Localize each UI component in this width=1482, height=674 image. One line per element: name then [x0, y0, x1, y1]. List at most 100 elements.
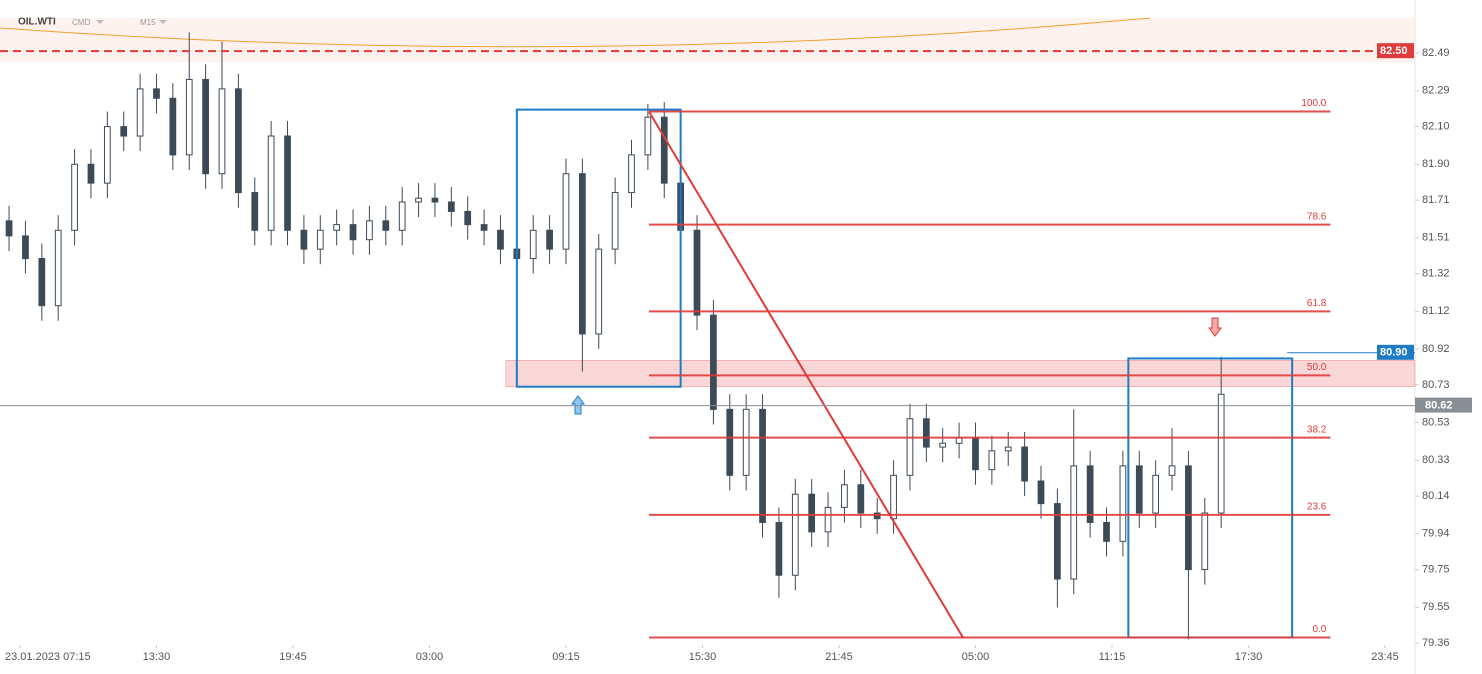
candle-body: [1021, 446, 1028, 482]
candle-body: [185, 78, 193, 156]
ma-arc: [0, 17, 1151, 48]
candle-body: [1217, 393, 1225, 514]
candle-body: [742, 408, 750, 476]
y-tick-label: 80.14: [1422, 490, 1450, 502]
candle-body: [775, 521, 783, 576]
candle-body: [464, 210, 472, 226]
candle-body: [546, 229, 553, 250]
y-tick-label: 82.10: [1422, 120, 1450, 132]
x-tick-label: 03:00: [416, 651, 444, 663]
candle-body: [611, 192, 619, 250]
candle-body: [1185, 465, 1192, 571]
candle-body: [415, 197, 422, 203]
candle-body: [38, 258, 46, 307]
candle-body: [235, 88, 242, 194]
candle-body: [726, 408, 734, 476]
candle-body: [660, 116, 668, 184]
dropdown-icon[interactable]: [96, 20, 104, 24]
y-tick-label: 80.53: [1422, 416, 1450, 428]
candle-body: [202, 78, 209, 175]
fib-label: 23.6: [1307, 502, 1327, 513]
candle-body: [1070, 465, 1078, 580]
interval[interactable]: M15: [140, 18, 156, 27]
x-tick-label: 19:45: [279, 651, 307, 663]
x-tick-label: 09:15: [552, 651, 580, 663]
candle-body: [153, 88, 160, 99]
candle-body: [169, 97, 177, 156]
candle-body: [1086, 465, 1094, 523]
candle-body: [988, 450, 996, 471]
candle-body: [824, 506, 832, 533]
candle-body: [5, 220, 13, 237]
fib-label: 50.0: [1307, 362, 1327, 373]
candle-body: [1054, 503, 1061, 580]
candle-body: [693, 229, 701, 316]
candle-body: [710, 314, 717, 410]
candle-body: [366, 220, 373, 241]
fib-label: 78.6: [1307, 211, 1327, 222]
candle-body: [284, 135, 291, 231]
market: CMD: [72, 18, 90, 27]
candle-body: [218, 88, 226, 175]
y-tick-label: 81.90: [1422, 158, 1450, 170]
candle-body: [382, 220, 390, 231]
y-tick-label: 80.33: [1422, 454, 1450, 466]
fib-label: 61.8: [1307, 298, 1327, 309]
x-tick-label: 15:30: [689, 651, 717, 663]
candle-body: [398, 201, 406, 231]
candle-body: [300, 229, 308, 250]
y-tick-label: 81.12: [1422, 305, 1450, 317]
price-label-box: [1415, 397, 1472, 413]
candle-body: [1103, 521, 1110, 542]
candle-body: [71, 163, 78, 231]
candle-body: [808, 493, 816, 533]
y-tick-label: 79.36: [1422, 637, 1450, 649]
candle-body: [628, 154, 635, 194]
y-tick-label: 81.51: [1422, 232, 1450, 244]
price-label: 80.90: [1380, 347, 1408, 359]
candle-body: [972, 437, 979, 471]
candle-body: [1152, 474, 1160, 514]
up-arrow: [571, 395, 585, 415]
y-tick-label: 79.75: [1422, 564, 1450, 576]
x-tick-label: 05:00: [962, 651, 990, 663]
candle-body: [1119, 465, 1127, 542]
y-tick-label: 82.29: [1422, 85, 1450, 97]
candle-body: [939, 442, 947, 448]
y-tick-label: 80.92: [1422, 343, 1450, 355]
y-tick-label: 80.73: [1422, 379, 1450, 391]
top-band: [0, 18, 1415, 62]
candle-body: [857, 484, 865, 514]
candle-body: [578, 173, 586, 335]
fib-label: 38.2: [1307, 424, 1327, 435]
candle-body: [251, 192, 259, 231]
symbol: OIL.WTI: [18, 17, 56, 28]
dropdown-icon[interactable]: [159, 20, 167, 24]
y-tick-label: 79.94: [1422, 528, 1450, 540]
candle-body: [1201, 512, 1209, 571]
candle-body: [87, 163, 95, 184]
y-tick-label: 82.49: [1422, 47, 1450, 59]
zone: [505, 360, 1416, 387]
price-label-box: [1377, 43, 1414, 59]
down-arrow: [1208, 317, 1222, 337]
candle-body: [841, 484, 848, 508]
x-tick-label: 21:45: [825, 651, 853, 663]
candle-body: [497, 229, 504, 250]
price-label: 82.50: [1380, 45, 1408, 57]
candle-body: [1168, 465, 1176, 476]
y-tick-label: 81.32: [1422, 268, 1450, 280]
trendline: [648, 110, 964, 638]
candle-body: [431, 197, 439, 203]
x-tick-label: 11:15: [1099, 651, 1126, 663]
candle-body: [447, 201, 455, 212]
candle-body: [890, 474, 897, 520]
candle-body: [103, 126, 111, 184]
candle-body: [1135, 465, 1143, 514]
y-tick-label: 81.71: [1422, 194, 1450, 206]
candle-body: [349, 224, 357, 241]
candle-body: [922, 418, 930, 448]
candle-body: [136, 88, 144, 137]
candle-body: [644, 116, 652, 156]
